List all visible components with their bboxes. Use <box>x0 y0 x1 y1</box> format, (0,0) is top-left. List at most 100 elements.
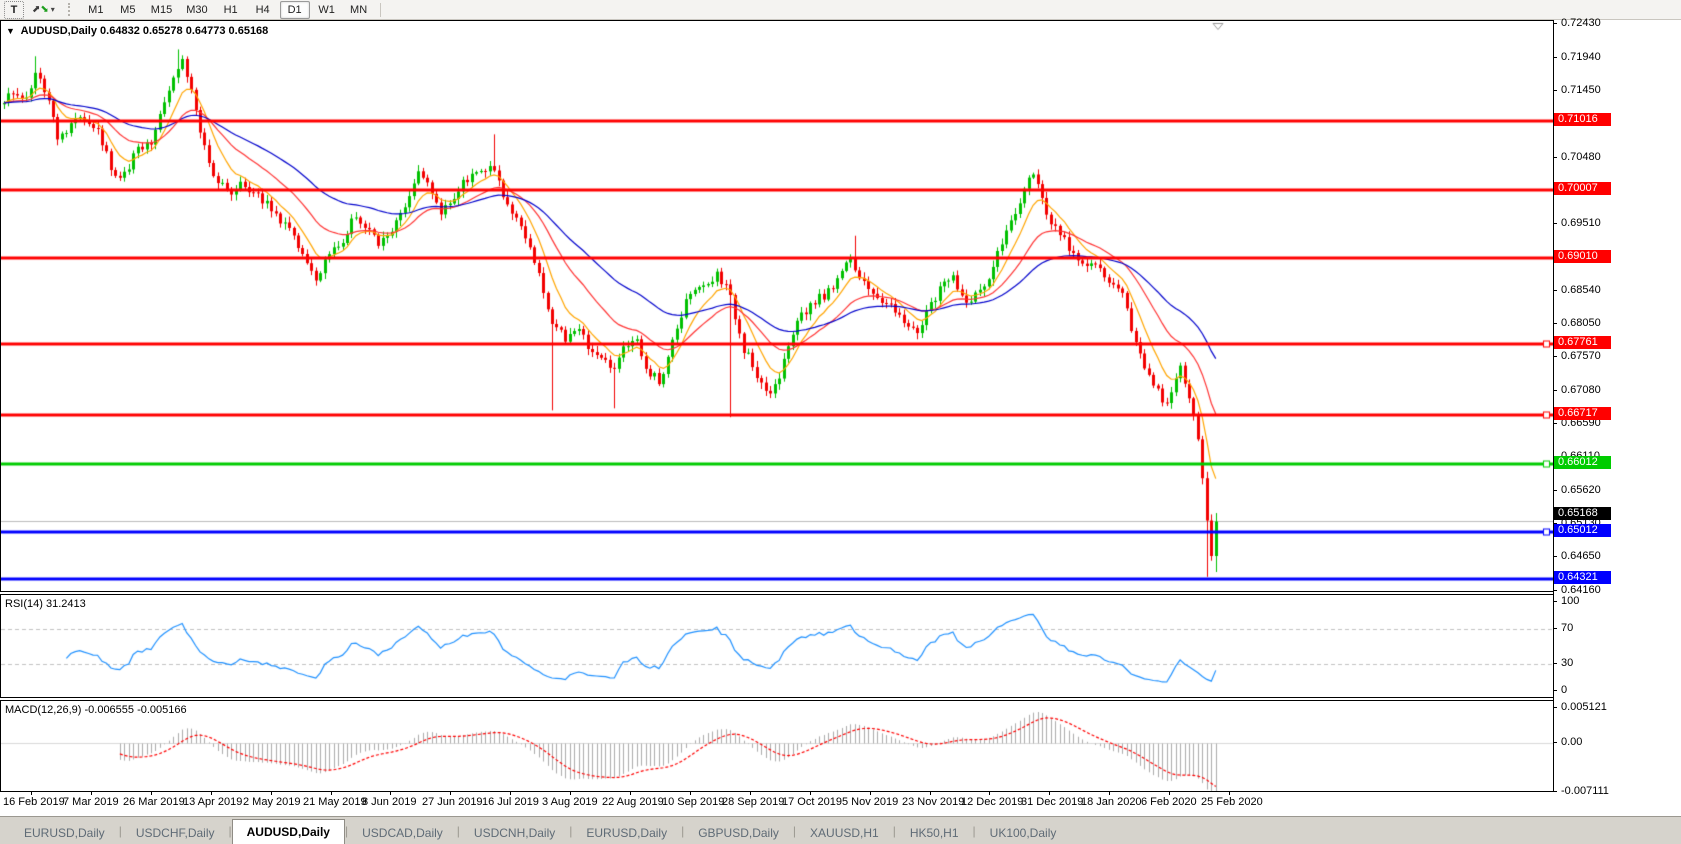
chart-tab-usdcnh-daily[interactable]: USDCNH,Daily <box>473 826 556 840</box>
price-axis-tick <box>1553 323 1557 324</box>
price-axis-tick-label: 0.71940 <box>1561 51 1601 63</box>
date-axis-label: 13 Apr 2019 <box>183 796 243 808</box>
date-axis-label: 28 Sep 2019 <box>722 796 785 808</box>
macd-indicator-label: MACD(12,26,9) -0.006555 -0.005166 <box>5 704 187 716</box>
main-chart-panel <box>0 20 1554 592</box>
price-axis-tick-label: 0.72430 <box>1561 17 1601 29</box>
price-axis-tick <box>1553 290 1557 291</box>
price-axis-tick-label: 0.68050 <box>1561 317 1601 329</box>
timeframe-button-h1[interactable]: H1 <box>223 3 238 16</box>
rsi-axis-tick <box>1553 663 1557 664</box>
date-axis-tick <box>91 792 92 795</box>
arrow-objects-icon: ⬈⬊ <box>32 3 49 15</box>
price-axis[interactable]: 0.724300.719400.714500.709700.704800.699… <box>1553 0 1681 844</box>
date-axis-label: 22 Aug 2019 <box>602 796 664 808</box>
price-axis-tick-label: 0.64160 <box>1561 584 1601 596</box>
chevron-down-icon: ▾ <box>50 5 55 14</box>
date-axis-label: 5 Nov 2019 <box>842 796 899 808</box>
date-axis-tick <box>390 792 391 795</box>
timeframe-button-mn[interactable]: MN <box>350 3 368 16</box>
date-axis[interactable]: 16 Feb 2019 7 Mar 2019 26 Mar 2019 13 Apr 2… <box>0 792 1681 816</box>
price-axis-tick <box>1553 157 1557 158</box>
date-axis-tick <box>989 792 990 795</box>
rsi-axis-tick-label: 30 <box>1561 657 1574 669</box>
timeframe-button-d1[interactable]: D1 <box>279 0 310 19</box>
date-axis-label: 26 Mar 2019 <box>123 796 185 808</box>
timeframe-button-m5[interactable]: M5 <box>120 3 136 16</box>
rsi-canvas[interactable] <box>1 595 1553 697</box>
chart-symbol-label: AUDUSD,Daily <box>20 25 97 37</box>
macd-axis-tick <box>1553 707 1557 708</box>
chart-tab-uk100-daily[interactable]: UK100,Daily <box>989 826 1057 840</box>
date-axis-label: 7 Mar 2019 <box>63 796 119 808</box>
price-axis-tick <box>1553 90 1557 91</box>
price-axis-tick <box>1553 57 1557 58</box>
tab-separator: | <box>792 823 797 838</box>
date-axis-tick <box>570 792 571 795</box>
timeframe-button-m1[interactable]: M1 <box>88 3 104 16</box>
macd-canvas[interactable] <box>1 701 1553 791</box>
chart-tab-gbpusd-daily[interactable]: GBPUSD,Daily <box>698 826 779 840</box>
date-axis-label: 25 Feb 2020 <box>1201 796 1263 808</box>
price-axis-tick-label: 0.67080 <box>1561 384 1601 396</box>
date-axis-tick <box>151 792 152 795</box>
price-axis-tick-label: 0.64650 <box>1561 550 1601 562</box>
price-level-badge: 0.70007 <box>1554 182 1611 195</box>
chart-tab-eurusd-daily[interactable]: EURUSD,Daily <box>24 826 105 840</box>
top-toolbar: T ⬈⬊ ▾ M1 M5 M15 M30 H1 H4 D1 W1 MN <box>0 0 1681 20</box>
date-axis-tick <box>510 792 511 795</box>
date-axis-tick <box>690 792 691 795</box>
price-level-badge: 0.66717 <box>1554 407 1611 420</box>
price-level-badge: 0.66012 <box>1554 456 1611 469</box>
timeframe-button-m30[interactable]: M30 <box>186 3 208 16</box>
date-axis-label: 18 Jan 2020 <box>1081 796 1142 808</box>
timeframe-button-group: M1 M5 M15 M30 H1 H4 D1 W1 MN <box>81 0 374 19</box>
price-axis-tick <box>1553 490 1557 491</box>
date-axis-label: 27 Jun 2019 <box>422 796 483 808</box>
timeframe-button-m15[interactable]: M15 <box>150 3 173 16</box>
toolbar-grip <box>67 3 74 16</box>
price-axis-tick <box>1553 556 1557 557</box>
timeframe-button-w1[interactable]: W1 <box>318 3 335 16</box>
price-level-badge: 0.64321 <box>1554 571 1611 584</box>
date-axis-tick <box>211 792 212 795</box>
rsi-axis-tick-label: 70 <box>1561 622 1574 634</box>
rsi-axis-tick <box>1553 628 1557 629</box>
macd-axis-tick <box>1553 791 1557 792</box>
arrow-objects-button[interactable]: ⬈⬊ ▾ <box>26 1 61 19</box>
rsi-indicator-label: RSI(14) 31.2413 <box>5 598 86 610</box>
date-axis-label: 12 Dec 2019 <box>961 796 1024 808</box>
date-axis-label: 2 May 2019 <box>243 796 301 808</box>
date-axis-tick <box>1049 792 1050 795</box>
chart-tab-usdchf-daily[interactable]: USDCHF,Daily <box>135 826 215 840</box>
text-tool-button[interactable]: T <box>4 0 24 19</box>
price-level-badge: 0.71016 <box>1554 113 1611 126</box>
price-level-badge: 0.65012 <box>1554 524 1611 537</box>
toolbar-separator <box>379 2 381 17</box>
ohlc-open: 0.64832 <box>100 25 140 37</box>
chart-tab-usdcad-daily[interactable]: USDCAD,Daily <box>362 826 443 840</box>
chart-tab-eurusd-daily[interactable]: EURUSD,Daily <box>586 826 668 840</box>
ohlc-low: 0.64773 <box>185 25 226 37</box>
rsi-axis-tick-label: 100 <box>1561 595 1580 607</box>
price-axis-tick <box>1553 590 1557 591</box>
price-axis-tick-label: 0.70480 <box>1561 151 1601 163</box>
symbol-dropdown-icon[interactable]: ▼ <box>6 26 15 36</box>
date-axis-tick <box>1229 792 1230 795</box>
date-axis-label: 16 Jul 2019 <box>482 796 539 808</box>
date-axis-tick <box>331 792 332 795</box>
chart-tab-audusd-daily[interactable]: AUDUSD,Daily <box>231 819 345 844</box>
date-axis-tick <box>930 792 931 795</box>
date-axis-tick <box>630 792 631 795</box>
date-axis-label: 3 Aug 2019 <box>542 796 598 808</box>
price-axis-tick-label: 0.71450 <box>1561 84 1601 96</box>
chart-tab-xauusd-h1[interactable]: XAUUSD,H1 <box>810 826 879 840</box>
rsi-axis-tick-label: 0 <box>1561 684 1568 696</box>
price-chart-canvas[interactable] <box>1 21 1553 591</box>
tab-separator: | <box>569 823 573 838</box>
tab-separator: | <box>972 823 976 838</box>
timeframe-button-h4[interactable]: H4 <box>255 3 270 16</box>
date-axis-tick <box>450 792 451 795</box>
chart-tab-bar: EURUSD,Daily | USDCHF,Daily | AUDUSD,Daily | U… <box>0 816 1681 844</box>
chart-tab-hk50-h1[interactable]: HK50,H1 <box>909 826 959 840</box>
